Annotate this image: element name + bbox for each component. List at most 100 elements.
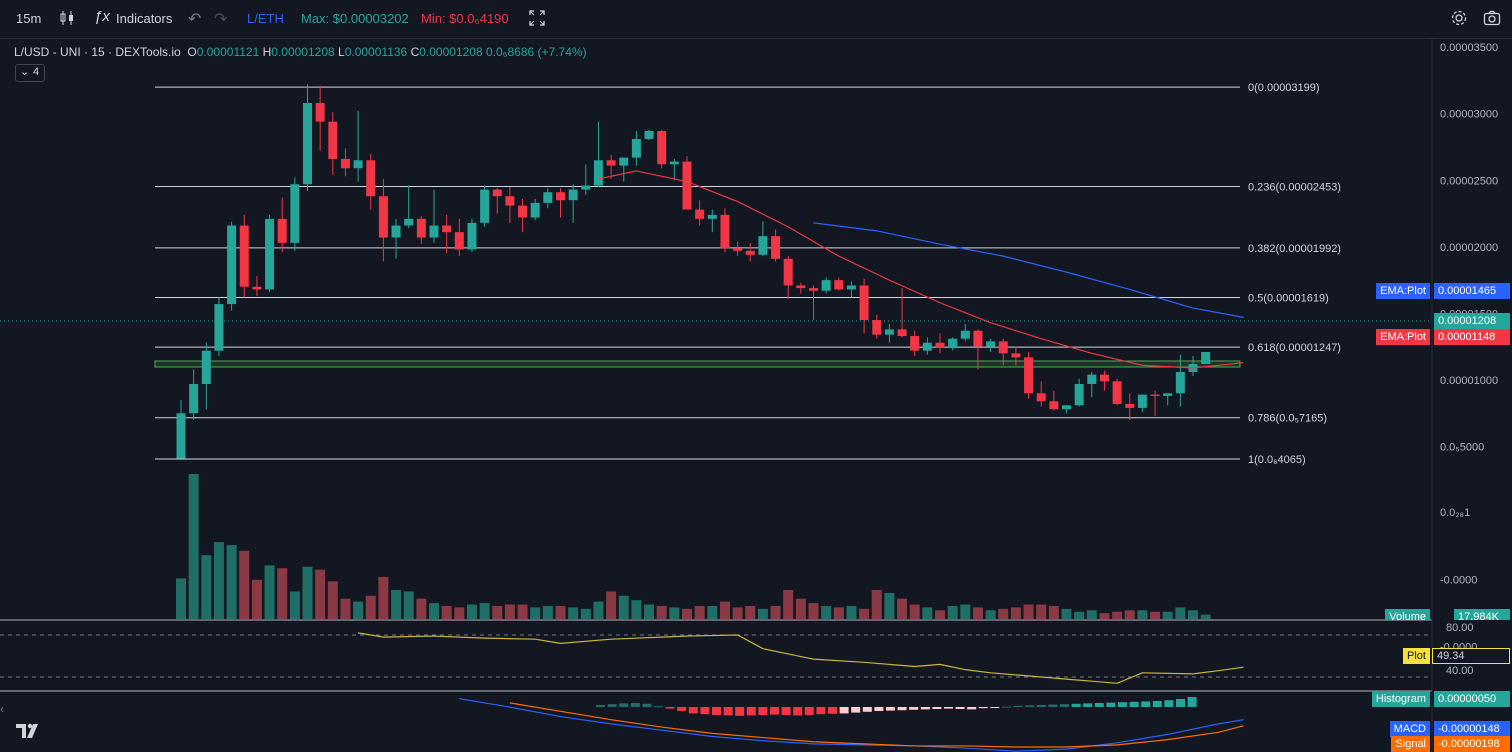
histogram-bar: [967, 707, 977, 710]
volume-bar: [264, 565, 275, 619]
candle-body: [631, 138, 641, 158]
candle-body: [201, 350, 211, 384]
volume-bar: [340, 598, 351, 619]
volume-bar: [644, 604, 655, 619]
indicators-icon[interactable]: ƒx: [94, 8, 110, 25]
rsi-level2-label: 40.00: [1446, 665, 1474, 677]
camera-icon[interactable]: [1483, 9, 1501, 27]
indicators-button[interactable]: Indicators: [116, 11, 173, 26]
interval-button[interactable]: 15m: [16, 11, 42, 26]
candle-body: [340, 158, 350, 169]
histogram-bar: [978, 707, 988, 709]
macd-tag-label: MACD: [1389, 721, 1430, 737]
legend-collapse-button[interactable]: ⌄ 4: [15, 64, 45, 82]
histogram-bar: [1164, 700, 1174, 707]
candle-body: [556, 192, 565, 201]
histogram-bar: [735, 707, 745, 716]
fib-label: 1(0.0₆4065): [1248, 454, 1306, 466]
close-label: C: [410, 45, 420, 59]
signal-tag-value: -0.00000198: [1434, 736, 1510, 752]
histogram-bar: [932, 707, 942, 709]
volume-bar: [897, 598, 908, 619]
histogram-bar: [1025, 705, 1035, 707]
candle-body: [1074, 383, 1084, 406]
candle-body: [859, 285, 869, 321]
low-value: 0.00001136: [344, 45, 408, 59]
candle-body: [303, 103, 312, 185]
rsi-tag-label: Plot: [1403, 648, 1430, 664]
histogram-bar: [1118, 702, 1127, 707]
low-label: L: [338, 45, 345, 59]
volume-bar: [429, 603, 439, 619]
histogram-bar: [816, 707, 826, 715]
volume-bar: [315, 569, 326, 619]
candle-body: [1011, 353, 1021, 358]
histogram-bar: [955, 707, 965, 709]
gear-icon[interactable]: [1450, 9, 1468, 27]
undo-icon[interactable]: ↶: [188, 11, 202, 28]
fullscreen-icon[interactable]: [528, 9, 546, 27]
support-zone[interactable]: [154, 360, 1241, 368]
volume-bar: [568, 607, 579, 619]
rsi-line: [358, 632, 1244, 684]
fibonacci-retracement[interactable]: 0(0.00003199) 0.236(0.00002453) 0.382(0.00…: [155, 82, 1341, 466]
histogram-bar: [642, 703, 652, 707]
volume-bar: [795, 598, 806, 619]
volume-bar: [732, 607, 743, 619]
volume-bar: [1200, 614, 1211, 619]
volume-bar: [656, 605, 667, 619]
fib-label: 0.236(0.00002453): [1248, 182, 1341, 194]
histogram-bar: [874, 707, 884, 711]
price-axis[interactable]: 0.00003500 0.00003000 0.00002500 0.00002000…: [1440, 42, 1498, 653]
volume-bar: [1162, 611, 1173, 619]
volume-bar: [606, 591, 617, 619]
histogram-bar: [793, 707, 803, 716]
volume-bar: [479, 603, 490, 619]
volume-bar: [365, 595, 376, 619]
histogram-bar: [886, 707, 895, 711]
volume-bar: [682, 608, 692, 619]
tradingview-logo[interactable]: [14, 718, 44, 744]
volume-bar: [466, 604, 477, 619]
volume-bar: [176, 578, 186, 619]
volume-bar: [277, 568, 288, 619]
candle-body: [593, 160, 603, 186]
volume-bar: [226, 545, 237, 619]
fib-label: 0.618(0.00001247): [1248, 342, 1341, 354]
chevron-left-icon[interactable]: ‹: [0, 702, 4, 716]
volume-bar: [1124, 610, 1135, 619]
price-axis-label: -0.0000: [1440, 575, 1477, 587]
fib-label: 0(0.00003199): [1248, 82, 1320, 94]
candle-body: [796, 285, 806, 289]
histogram-bar: [909, 707, 919, 710]
histogram-bar: [1060, 704, 1069, 707]
volume-bar: [783, 590, 794, 619]
histogram-bar: [630, 703, 640, 707]
candle-body: [366, 160, 376, 197]
candle-body: [846, 285, 856, 290]
volume-bars: [176, 474, 1211, 619]
candle-body: [480, 189, 490, 223]
ema-red-line: [598, 170, 1244, 369]
candle-body: [189, 383, 199, 414]
redo-icon[interactable]: ↷: [214, 11, 228, 28]
volume-bar: [441, 605, 452, 619]
pair-switch-link[interactable]: L/ETH: [247, 11, 284, 26]
volume-bar: [922, 607, 933, 619]
candles-icon[interactable]: [58, 9, 76, 27]
open-value: 0.00001121: [196, 45, 260, 59]
histogram-bar: [665, 707, 675, 709]
histogram-bar: [1048, 704, 1058, 707]
candle-body: [416, 218, 426, 238]
candle-body: [1201, 352, 1211, 364]
volume-bar: [757, 608, 768, 619]
histogram-bar: [828, 707, 837, 714]
symbol-title[interactable]: L/USD - UNI · 15 · DEXTools.io: [14, 45, 181, 59]
histogram-bar: [1176, 699, 1185, 707]
candles[interactable]: [176, 84, 1211, 459]
candle-body: [935, 342, 945, 349]
candle-body: [973, 330, 983, 347]
rsi-level-label: 80.00: [1446, 622, 1474, 634]
chevron-down-icon: ⌄: [20, 66, 30, 78]
